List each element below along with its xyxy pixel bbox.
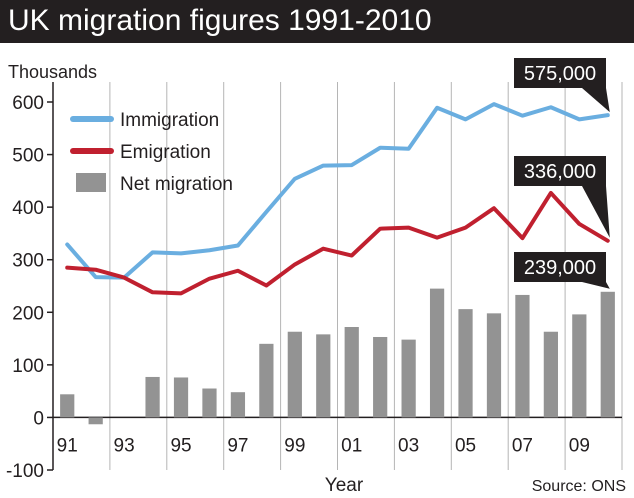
net-migration-bar [572, 314, 587, 418]
x-tick-label: 95 [170, 435, 191, 456]
legend-swatch [76, 173, 106, 192]
y-axis-unit-label: Thousands [8, 62, 98, 82]
x-tick-label: 97 [227, 435, 248, 456]
legend-label: Emigration [120, 142, 211, 163]
y-tick-label: 400 [12, 198, 44, 219]
y-tick-label: 600 [12, 93, 44, 114]
y-tick-label: 500 [12, 146, 44, 167]
net-migration-bar [458, 309, 473, 418]
callout-box [514, 156, 610, 238]
callout-box [514, 58, 610, 113]
net-migration-bar [373, 336, 388, 418]
net-migration-bar [287, 331, 302, 418]
chart-title: UK migration figures 1991-2010 [8, 4, 432, 37]
net-migration-bar [145, 376, 160, 418]
net-migration-bar [202, 388, 217, 418]
net-migration-bar [259, 343, 274, 418]
y-tick-label: 100 [12, 356, 44, 377]
net-migration-bar [600, 291, 615, 418]
net-migration-bar [88, 417, 103, 425]
legend-label: Immigration [120, 110, 219, 131]
y-tick-label: -100 [6, 461, 44, 482]
title-bar: UK migration figures 1991-2010 [0, 0, 634, 43]
net-migration-bar [60, 394, 75, 418]
emigration-line [65, 190, 610, 296]
net-migration-bar [316, 334, 331, 418]
x-tick-label: 05 [455, 435, 476, 456]
net-migration-bar [344, 327, 359, 418]
x-tick-label: 09 [569, 435, 590, 456]
y-tick-label: 200 [12, 303, 44, 324]
y-tick-label: 0 [33, 408, 44, 429]
x-tick-label: 99 [284, 435, 305, 456]
net-migration-bar [486, 313, 502, 418]
immigration-line [65, 102, 610, 280]
x-tick-label: 03 [398, 435, 419, 456]
net-migration-bar [401, 339, 416, 418]
net-migration-bar [543, 331, 558, 418]
legend-label: Net migration [120, 174, 233, 195]
callout-label: 239,000 [524, 257, 596, 279]
net-migration-bar [230, 392, 246, 418]
x-tick-label: 91 [57, 435, 78, 456]
x-tick-label: 07 [512, 435, 533, 456]
callout-box [514, 252, 610, 289]
net-migration-bar [515, 294, 530, 418]
x-tick-label: 01 [341, 435, 362, 456]
callout-label: 336,000 [524, 161, 596, 183]
callout-label: 575,000 [524, 63, 596, 85]
x-tick-label: 93 [114, 435, 135, 456]
net-migration-bar [429, 288, 445, 418]
source-note: Source: ONS [531, 478, 626, 495]
x-axis-label: Year [325, 475, 364, 496]
y-tick-label: 300 [12, 251, 44, 272]
net-migration-bar [173, 377, 189, 418]
